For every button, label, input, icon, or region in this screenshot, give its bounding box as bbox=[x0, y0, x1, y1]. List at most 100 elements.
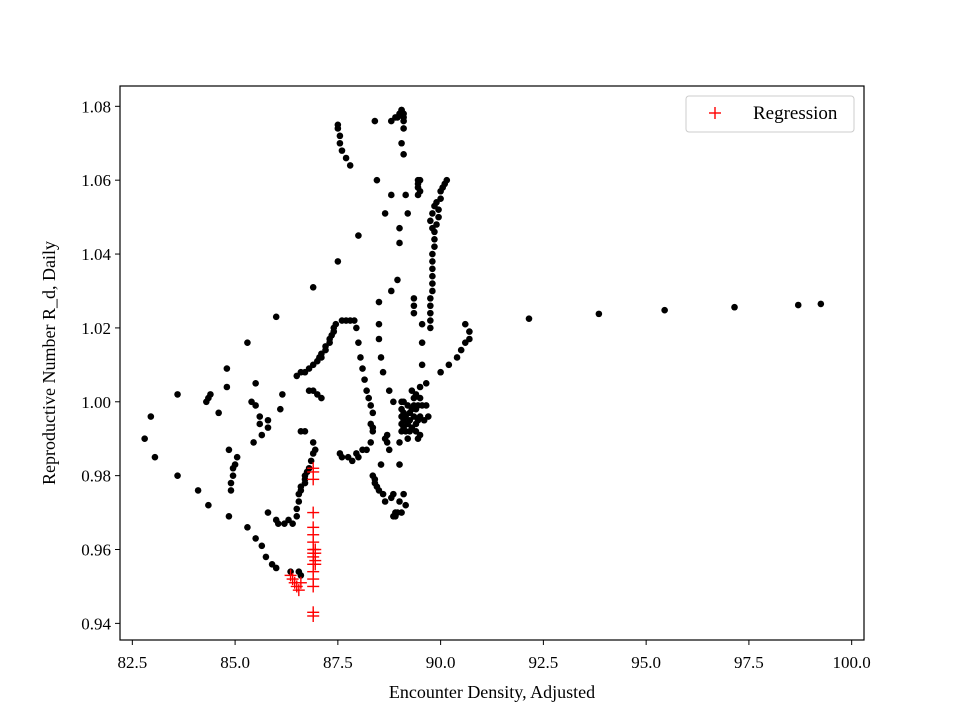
data-point bbox=[215, 409, 222, 417]
y-tick-label: 1.08 bbox=[81, 97, 111, 116]
data-point bbox=[318, 394, 325, 402]
data-point bbox=[225, 512, 233, 520]
y-tick-label: 1.00 bbox=[81, 393, 111, 412]
regression-point bbox=[307, 521, 320, 534]
data-point bbox=[371, 117, 379, 125]
x-tick-label: 90.0 bbox=[426, 653, 456, 672]
data-point bbox=[433, 221, 440, 228]
data-point bbox=[367, 439, 375, 446]
legend-marker-icon bbox=[709, 107, 721, 119]
data-point bbox=[342, 154, 350, 162]
legend-box bbox=[685, 95, 855, 133]
data-point bbox=[357, 354, 364, 361]
data-point bbox=[379, 490, 387, 498]
data-point bbox=[375, 298, 383, 306]
data-point bbox=[402, 191, 409, 199]
data-point bbox=[429, 265, 436, 273]
data-point bbox=[309, 439, 317, 446]
data-point bbox=[264, 509, 272, 516]
data-point bbox=[375, 335, 383, 343]
y-tick-label: 1.02 bbox=[81, 319, 111, 338]
data-point bbox=[233, 453, 241, 461]
data-point bbox=[256, 420, 264, 428]
data-point bbox=[369, 428, 377, 435]
y-tick-label: 1.04 bbox=[81, 245, 111, 264]
data-point bbox=[387, 191, 395, 199]
data-point bbox=[223, 365, 231, 372]
y-tick-label: 0.94 bbox=[81, 614, 111, 633]
data-point bbox=[461, 320, 469, 328]
data-point bbox=[396, 498, 403, 505]
data-point bbox=[410, 309, 418, 317]
data-point bbox=[272, 313, 280, 321]
data-point bbox=[311, 446, 319, 454]
data-point bbox=[355, 453, 362, 461]
data-point bbox=[398, 139, 405, 147]
data-point bbox=[427, 302, 434, 310]
y-tick-label: 1.06 bbox=[81, 171, 111, 190]
data-point bbox=[595, 310, 603, 318]
x-tick-label: 100.0 bbox=[833, 653, 871, 672]
data-point bbox=[367, 402, 375, 409]
data-point bbox=[410, 295, 418, 302]
regression-point bbox=[294, 576, 307, 589]
x-axis-label: Encounter Density, Adjusted bbox=[389, 682, 595, 702]
data-point bbox=[207, 391, 214, 398]
data-point bbox=[252, 402, 259, 409]
data-point bbox=[400, 125, 407, 132]
data-point bbox=[383, 431, 391, 439]
data-point bbox=[418, 320, 426, 328]
data-point bbox=[427, 309, 434, 317]
data-point bbox=[355, 232, 362, 239]
data-point bbox=[231, 461, 239, 468]
data-point bbox=[400, 490, 407, 498]
data-point bbox=[147, 413, 155, 420]
data-point bbox=[410, 302, 418, 310]
data-point bbox=[258, 542, 266, 550]
data-point bbox=[244, 524, 251, 531]
data-point bbox=[229, 472, 237, 479]
data-point bbox=[731, 303, 738, 311]
plot-frame bbox=[119, 85, 865, 641]
data-point bbox=[373, 176, 381, 184]
data-point bbox=[396, 224, 403, 232]
data-point bbox=[264, 424, 272, 431]
data-point bbox=[272, 564, 280, 572]
legend-label: Regression bbox=[753, 103, 838, 124]
data-point bbox=[383, 439, 391, 446]
data-point bbox=[359, 365, 366, 372]
data-point bbox=[429, 287, 436, 295]
data-point bbox=[297, 572, 305, 579]
x-tick-label: 95.0 bbox=[631, 653, 661, 672]
data-point bbox=[174, 391, 181, 398]
data-point bbox=[429, 272, 436, 280]
data-point bbox=[355, 339, 362, 346]
data-point bbox=[377, 354, 385, 361]
data-point bbox=[794, 301, 802, 309]
data-point bbox=[817, 300, 825, 308]
data-point bbox=[225, 446, 233, 454]
data-point bbox=[387, 287, 395, 295]
regression-point bbox=[307, 462, 320, 475]
data-point bbox=[336, 132, 344, 140]
data-point bbox=[435, 213, 442, 221]
data-point bbox=[661, 306, 668, 314]
data-point bbox=[422, 380, 430, 387]
data-point bbox=[416, 187, 424, 195]
data-point bbox=[353, 324, 360, 332]
data-point bbox=[422, 402, 430, 409]
data-point bbox=[429, 210, 436, 217]
data-points bbox=[141, 106, 825, 622]
data-point bbox=[301, 428, 309, 435]
data-point bbox=[431, 243, 438, 250]
data-point bbox=[525, 315, 533, 322]
data-point bbox=[361, 376, 368, 383]
x-tick-label: 87.5 bbox=[323, 653, 353, 672]
data-point bbox=[394, 276, 401, 284]
data-point bbox=[151, 453, 159, 461]
data-point bbox=[377, 461, 385, 468]
data-point bbox=[338, 147, 346, 154]
data-point bbox=[336, 139, 344, 147]
data-point bbox=[445, 361, 453, 369]
data-point bbox=[223, 383, 231, 391]
